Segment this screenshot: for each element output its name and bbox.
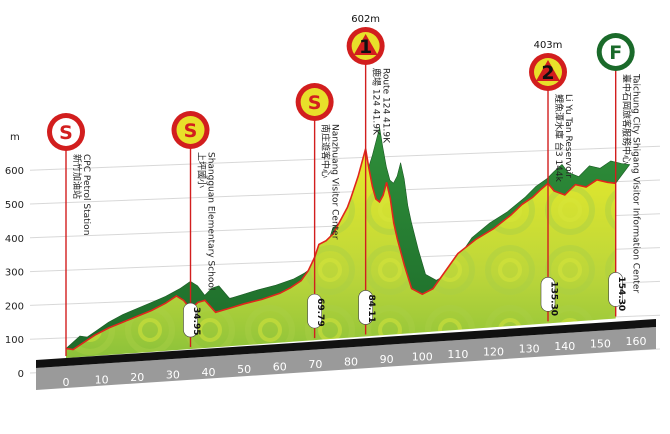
x-tick-label: 160 bbox=[626, 335, 647, 348]
checkpoint-5: 2 403m 鯉魚潭水庫 台3 144k Li Yu Tan Reservoir 135… bbox=[529, 40, 573, 322]
checkpoint-name-en: Li Yu Tan Reservoir bbox=[563, 94, 573, 178]
y-tick-labels: 0 100 200 300 400 500 600 bbox=[5, 166, 24, 380]
x-tick-labels: 0 10 20 30 40 50 60 70 80 90 100 110 120 130 140 150 160 bbox=[63, 335, 647, 389]
checkpoint-name: 鹿場 124 41.9K Route 124 41.9K bbox=[371, 68, 391, 144]
km-marker: 34.95 bbox=[183, 302, 201, 338]
checkpoint-6: F 臺中石岡旅客服務中心 Taichung City Shigang Visitor… bbox=[596, 33, 641, 317]
y-tick-label: 100 bbox=[5, 335, 24, 346]
checkpoint-name-en: Route 124 41.9K bbox=[381, 68, 391, 144]
y-tick-label: 300 bbox=[5, 268, 24, 279]
badge-face bbox=[601, 38, 630, 66]
mountain-shape bbox=[353, 34, 378, 55]
checkpoint-name-en: Nanzhuang Visitor Center bbox=[330, 124, 340, 240]
checkpoint-name-en: Shangguan Elementary School bbox=[206, 152, 216, 290]
base-side bbox=[36, 327, 656, 390]
x-tick-label: 140 bbox=[554, 340, 575, 353]
base-top bbox=[36, 319, 656, 368]
km-marker: 154.30 bbox=[608, 272, 626, 311]
sprint-icon: S bbox=[171, 111, 210, 149]
badge-label: 2 bbox=[541, 62, 554, 84]
km-box bbox=[540, 277, 556, 312]
x-tick-label: 30 bbox=[166, 368, 180, 381]
km-box bbox=[358, 290, 373, 325]
x-tick-label: 130 bbox=[519, 343, 540, 356]
x-tick-label: 40 bbox=[202, 366, 216, 379]
checkpoint-markers: S 新竹加油站 CPC Petrol Station S 上坪國小 Shangguan E… bbox=[47, 14, 641, 356]
checkpoint-name-en: Taichung City Shigang Visitor Informatio… bbox=[631, 73, 641, 293]
km-box bbox=[608, 272, 623, 307]
y-axis-unit: m bbox=[10, 132, 20, 143]
km-label: 34.95 bbox=[191, 307, 201, 335]
x-tick-label: 110 bbox=[447, 348, 468, 361]
badge-label: S bbox=[308, 92, 322, 114]
checkpoint-name: 南庄遊客中心 Nanzhuang Visitor Center bbox=[320, 124, 340, 240]
km-box bbox=[183, 302, 198, 338]
checkpoint-name: 鯉魚潭水庫 台3 144k Li Yu Tan Reservoir bbox=[553, 94, 573, 183]
badge-face bbox=[176, 116, 205, 144]
badge-face bbox=[300, 88, 329, 116]
badge-label: S bbox=[59, 122, 73, 144]
x-tick-label: 100 bbox=[412, 350, 433, 363]
checkpoint-4: 1 602m 鹿場 124 41.9K Route 124 41.9K 84.11 bbox=[346, 14, 391, 335]
badge-label: S bbox=[184, 120, 198, 142]
profile-texture bbox=[66, 148, 616, 358]
checkpoint-name-cn: 上坪國小 bbox=[196, 152, 207, 188]
checkpoint-name-cn: 新竹加油站 bbox=[71, 154, 83, 199]
checkpoint-name-cn: 鹿場 124 41.9K bbox=[371, 68, 383, 136]
x-tick-label: 80 bbox=[344, 356, 358, 369]
km-marker: 69.79 bbox=[307, 293, 325, 329]
km-marker: 135.30 bbox=[540, 277, 559, 316]
checkpoint-name-cn: 臺中石岡旅客服務中心 bbox=[621, 74, 633, 164]
badge-label: F bbox=[609, 42, 622, 64]
profile-line bbox=[65, 148, 616, 351]
x-tick-label: 70 bbox=[308, 358, 322, 371]
x-tick-label: 90 bbox=[380, 353, 394, 366]
x-tick-label: 120 bbox=[483, 345, 504, 358]
sprint-icon: S bbox=[295, 83, 334, 121]
peak-altitude: 602m bbox=[351, 14, 380, 25]
finish-icon: F bbox=[596, 33, 635, 71]
climb-icon: 1 bbox=[346, 27, 385, 65]
y-tick-label: 0 bbox=[18, 369, 24, 380]
mountain-shape bbox=[536, 60, 561, 81]
checkpoint-name-cn: 南庄遊客中心 bbox=[320, 124, 332, 178]
badge-face bbox=[52, 118, 80, 146]
x-tick-label: 10 bbox=[95, 373, 109, 386]
km-box bbox=[307, 293, 322, 329]
y-tick-label: 500 bbox=[5, 200, 24, 211]
km-label: 69.79 bbox=[315, 298, 325, 326]
climb-icon: 2 bbox=[529, 53, 568, 91]
x-tick-label: 0 bbox=[63, 376, 70, 389]
x-tick-label: 20 bbox=[130, 371, 144, 384]
km-label: 154.30 bbox=[616, 276, 626, 311]
y-tick-label: 600 bbox=[5, 166, 24, 177]
x-tick-label: 150 bbox=[590, 338, 611, 351]
km-label: 84.11 bbox=[366, 294, 376, 322]
terrain bbox=[65, 127, 631, 358]
checkpoint-name: 臺中石岡旅客服務中心 Taichung City Shigang Visitor … bbox=[621, 73, 641, 293]
y-tick-label: 200 bbox=[5, 301, 24, 312]
x-tick-label: 60 bbox=[273, 361, 287, 374]
checkpoint-name-en: CPC Petrol Station bbox=[81, 154, 91, 235]
checkpoint-name: 新竹加油站 CPC Petrol Station bbox=[71, 154, 91, 235]
checkpoint-name-cn: 鯉魚潭水庫 台3 144k bbox=[553, 94, 565, 183]
km-marker: 84.11 bbox=[358, 290, 376, 325]
checkpoint-1: S 新竹加油站 CPC Petrol Station bbox=[47, 113, 91, 356]
badge-label: 1 bbox=[359, 36, 372, 58]
km-label: 135.30 bbox=[549, 281, 559, 316]
distance-base bbox=[36, 319, 656, 390]
x-tick-label: 50 bbox=[237, 363, 251, 376]
checkpoint-2: S 上坪國小 Shangguan Elementary School 34.95 bbox=[171, 111, 216, 348]
peak-altitude: 403m bbox=[534, 40, 563, 51]
grid-line bbox=[29, 145, 661, 171]
checkpoint-3: S 南庄遊客中心 Nanzhuang Visitor Center 69.79 bbox=[295, 83, 340, 339]
y-tick-label: 400 bbox=[5, 234, 24, 245]
checkpoint-name: 上坪國小 Shangguan Elementary School bbox=[196, 152, 216, 290]
sprint-icon: S bbox=[47, 113, 85, 151]
